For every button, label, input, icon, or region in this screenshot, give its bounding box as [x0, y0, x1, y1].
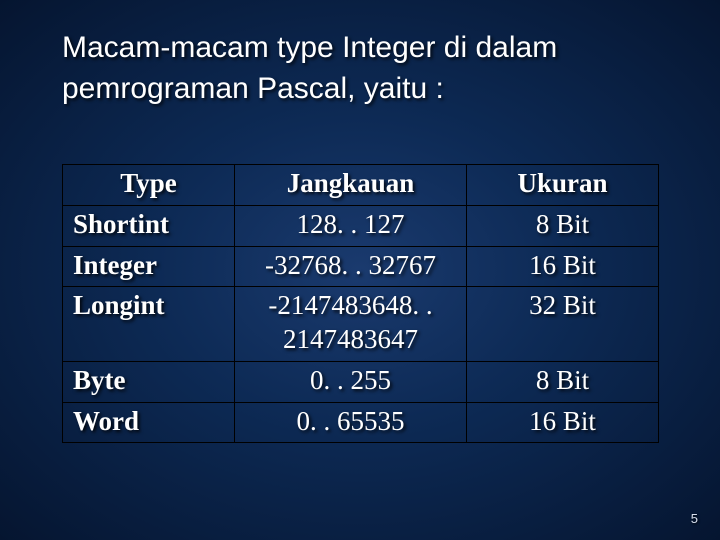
integer-types-table: Type Jangkauan Ukuran Shortint 128. . 12… — [62, 164, 658, 443]
cell-type: Longint — [63, 287, 235, 362]
cell-size: 8 Bit — [467, 205, 659, 246]
table-row: Word 0. . 65535 16 Bit — [63, 402, 659, 443]
cell-range: -32768. . 32767 — [235, 246, 467, 287]
col-header-type: Type — [63, 165, 235, 206]
table-header-row: Type Jangkauan Ukuran — [63, 165, 659, 206]
cell-size: 8 Bit — [467, 361, 659, 402]
cell-size: 16 Bit — [467, 246, 659, 287]
cell-type: Word — [63, 402, 235, 443]
cell-range: 0. . 255 — [235, 361, 467, 402]
cell-type: Shortint — [63, 205, 235, 246]
cell-range: 0. . 65535 — [235, 402, 467, 443]
cell-size: 16 Bit — [467, 402, 659, 443]
slide-title: Macam-macam type Integer di dalam pemrog… — [62, 28, 660, 109]
table-row: Longint -2147483648. . 2147483647 32 Bit — [63, 287, 659, 362]
cell-type: Integer — [63, 246, 235, 287]
table-row: Byte 0. . 255 8 Bit — [63, 361, 659, 402]
col-header-range: Jangkauan — [235, 165, 467, 206]
page-number: 5 — [691, 511, 698, 526]
col-header-size: Ukuran — [467, 165, 659, 206]
cell-range: -2147483648. . 2147483647 — [235, 287, 467, 362]
table-row: Integer -32768. . 32767 16 Bit — [63, 246, 659, 287]
cell-type: Byte — [63, 361, 235, 402]
cell-range: 128. . 127 — [235, 205, 467, 246]
table-row: Shortint 128. . 127 8 Bit — [63, 205, 659, 246]
cell-size: 32 Bit — [467, 287, 659, 362]
